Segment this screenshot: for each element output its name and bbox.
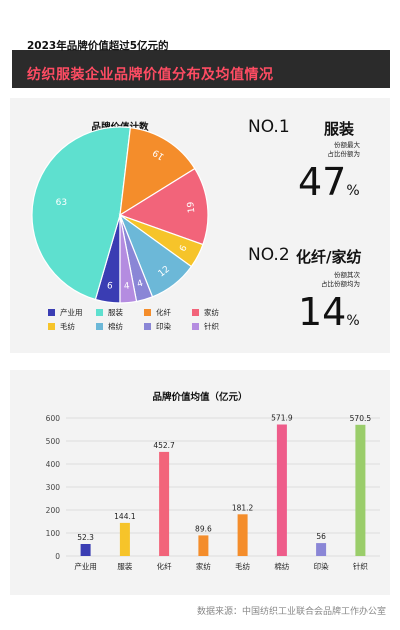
- stat1-note-line1: 份额最大: [334, 141, 360, 149]
- stat2-note-line1: 份额其次: [334, 271, 360, 279]
- bar-value-印染: 56: [316, 532, 326, 541]
- y-tick-label: 300: [46, 483, 61, 492]
- legend-swatch-毛纺: [48, 323, 55, 330]
- bar-针织: [355, 424, 366, 556]
- bar-服装: [119, 522, 130, 556]
- legend-label-家纺: 家纺: [204, 307, 219, 317]
- pie-slice-服装: [31, 126, 132, 301]
- stat2-unit: %: [346, 313, 360, 329]
- x-tick-label-棉纺: 棉纺: [274, 561, 289, 571]
- legend-swatch-印染: [144, 323, 151, 330]
- y-tick-label: 200: [46, 506, 61, 515]
- y-tick-label: 600: [46, 414, 61, 423]
- bar-产业用: [80, 544, 91, 556]
- bar-棉纺: [276, 424, 287, 556]
- pie-label-服装: 63: [56, 198, 67, 208]
- legend-swatch-产业用: [48, 309, 55, 316]
- legend-swatch-针织: [192, 323, 199, 330]
- y-tick-label: 500: [46, 437, 61, 446]
- header: 2023年品牌价值超过5亿元的 纺织服装企业品牌价值分布及均值情况: [12, 10, 390, 88]
- bar-化纤: [159, 451, 170, 556]
- legend-swatch-服装: [96, 309, 103, 316]
- legend-label-棉纺: 棉纺: [108, 321, 123, 331]
- pie-label-毛纺: 6: [178, 244, 190, 254]
- bar-印染: [316, 543, 327, 556]
- stat1-note: 份额最大 占比份额为: [328, 141, 361, 159]
- stat1-rank: NO.1: [248, 117, 290, 137]
- y-tick-label: 400: [46, 460, 61, 469]
- stat1-value-group: 47%: [298, 160, 360, 204]
- legend-label-化纤: 化纤: [156, 307, 171, 317]
- x-tick-label-产业用: 产业用: [74, 561, 97, 571]
- stat1-unit: %: [346, 183, 360, 199]
- legend-swatch-家纺: [192, 309, 199, 316]
- legend-swatch-棉纺: [96, 323, 103, 330]
- x-tick-label-化纤: 化纤: [157, 561, 172, 571]
- bar-毛纺: [237, 514, 248, 556]
- pie-slice-家纺: [118, 167, 209, 246]
- stat2-rank: NO.2: [248, 245, 290, 265]
- stat1-note-line2: 占比份额为: [327, 150, 361, 158]
- bar-value-家纺: 89.6: [195, 524, 212, 533]
- stat1-value: 47: [298, 160, 347, 204]
- stat2-value: 14: [298, 290, 347, 334]
- x-tick-label-服装: 服装: [117, 561, 132, 571]
- bar-panel: [10, 370, 390, 595]
- bar-value-化纤: 452.7: [153, 441, 175, 450]
- legend-label-毛纺: 毛纺: [60, 321, 75, 331]
- bar-value-棉纺: 571.9: [271, 414, 293, 423]
- stat1-category: 服装: [324, 120, 355, 138]
- bar-value-针织: 570.5: [350, 414, 372, 423]
- header-title: 纺织服装企业品牌价值分布及均值情况: [27, 67, 274, 83]
- pie-label-印染: 4: [136, 279, 145, 290]
- bar-value-服装: 144.1: [114, 512, 136, 521]
- source-note: 数据来源：中国纺织工业联合会品牌工作办公室: [196, 607, 386, 617]
- y-tick-label: 0: [55, 552, 60, 561]
- header-subtitle: 2023年品牌价值超过5亿元的: [27, 40, 169, 52]
- legend-label-针织: 针织: [204, 321, 219, 331]
- pie-label-产业用: 6: [106, 281, 113, 292]
- stat2-note: 份额其次 占比份额均为: [321, 271, 360, 289]
- legend-label-产业用: 产业用: [60, 307, 83, 317]
- bar-家纺: [198, 535, 209, 556]
- pie-label-家纺: 19: [186, 201, 197, 214]
- header-top: [12, 10, 390, 50]
- x-tick-label-毛纺: 毛纺: [235, 561, 250, 571]
- pie-slice-化纤: [119, 126, 196, 217]
- stat2-category: 化纤/家纺: [296, 248, 362, 266]
- stat2-value-group: 14%: [298, 290, 360, 334]
- pie-label-针织: 4: [123, 282, 130, 293]
- x-tick-label-针织: 针织: [353, 561, 368, 571]
- legend-label-印染: 印染: [156, 321, 171, 331]
- pie-slice-针织: [119, 214, 138, 304]
- x-tick-label-印染: 印染: [314, 561, 329, 571]
- y-tick-label: 100: [46, 529, 61, 538]
- bar-value-产业用: 52.3: [77, 533, 94, 542]
- legend-swatch-化纤: [144, 309, 151, 316]
- bar-title: 品牌价值均值（亿元）: [152, 391, 247, 403]
- header-band: [12, 50, 390, 88]
- x-tick-label-家纺: 家纺: [196, 561, 211, 571]
- stat2-note-line2: 占比份额均为: [321, 280, 360, 288]
- legend-label-服装: 服装: [108, 307, 123, 317]
- bar-value-毛纺: 181.2: [232, 503, 254, 512]
